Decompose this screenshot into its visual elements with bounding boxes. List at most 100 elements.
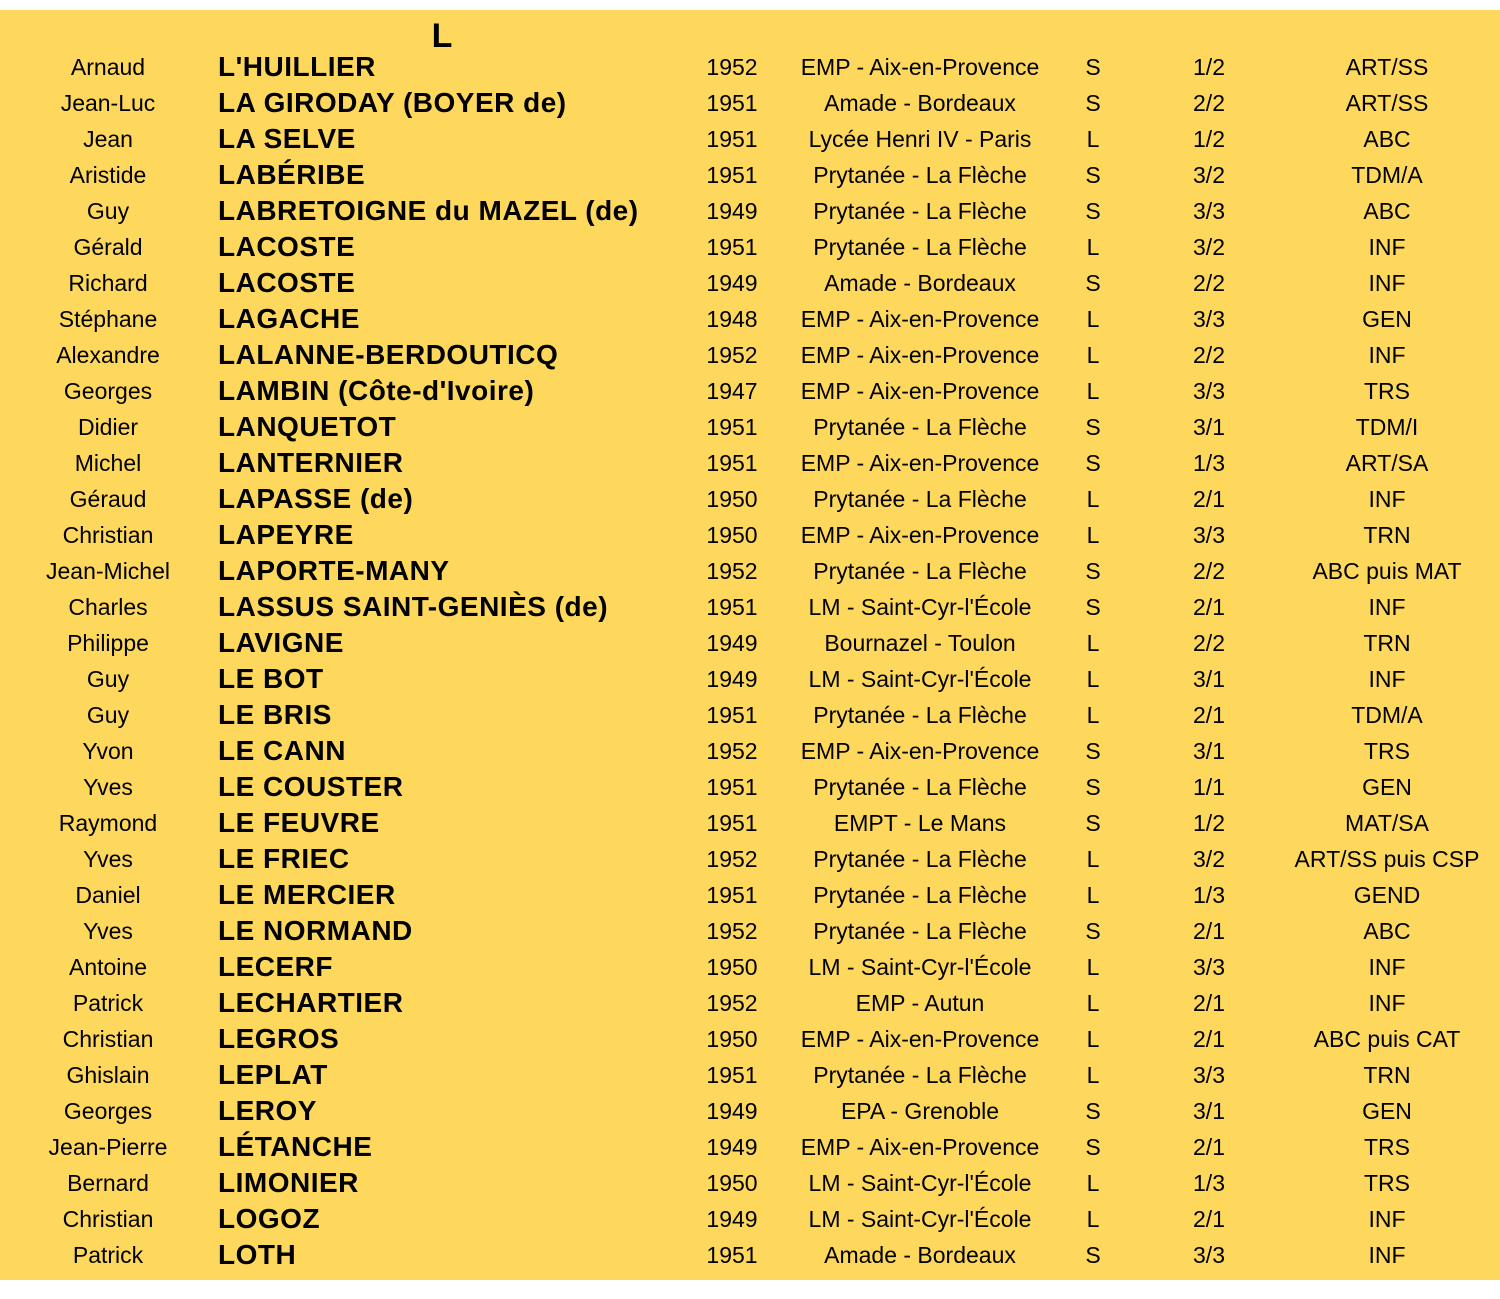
last-name: LEROY <box>218 1095 317 1126</box>
section: S <box>1085 90 1101 116</box>
school: EMP - Aix-en-Provence <box>800 1134 1040 1160</box>
first-name: Guy <box>86 198 130 224</box>
school: EMP - Aix-en-Provence <box>800 54 1040 80</box>
first-name: Yves <box>83 774 133 800</box>
group: 1/2 <box>1193 810 1225 836</box>
first-name: Alexandre <box>56 342 160 368</box>
first-name: Guy <box>86 666 130 692</box>
group: 1/2 <box>1193 54 1225 80</box>
school: EMP - Aix-en-Provence <box>800 342 1040 368</box>
branch: INF <box>1368 342 1406 368</box>
group: 3/1 <box>1193 1098 1225 1124</box>
last-name: LÉTANCHE <box>218 1131 373 1162</box>
first-name: Didier <box>77 414 139 440</box>
school: Prytanée - La Flèche <box>813 882 1027 908</box>
group: 3/1 <box>1193 666 1225 692</box>
first-name: Antoine <box>68 954 148 980</box>
group: 3/3 <box>1193 1242 1225 1268</box>
branch: ART/SS <box>1345 54 1429 80</box>
group: 1/2 <box>1193 126 1225 152</box>
first-name: Jean <box>83 126 133 152</box>
branch: ART/SA <box>1345 450 1429 476</box>
school: Amade - Bordeaux <box>824 1242 1016 1268</box>
year: 1949 <box>706 1098 758 1124</box>
year: 1951 <box>706 774 758 800</box>
section: L <box>1086 1206 1100 1232</box>
group: 2/2 <box>1193 630 1225 656</box>
last-name: LANQUETOT <box>218 411 397 442</box>
section: L <box>1086 342 1100 368</box>
first-name: Michel <box>74 450 142 476</box>
branch: ABC <box>1363 918 1411 944</box>
school: Prytanée - La Flèche <box>813 198 1027 224</box>
group: 1/3 <box>1193 882 1225 908</box>
year: 1950 <box>706 1026 758 1052</box>
group: 2/2 <box>1193 270 1225 296</box>
last-name: LECERF <box>218 951 333 982</box>
group: 2/1 <box>1193 702 1225 728</box>
section: S <box>1085 198 1101 224</box>
section: L <box>1086 378 1100 404</box>
school: EMP - Aix-en-Provence <box>800 738 1040 764</box>
section: S <box>1085 1134 1101 1160</box>
last-name: LAVIGNE <box>218 627 344 658</box>
year: 1951 <box>706 882 758 908</box>
first-name: Yvon <box>82 738 134 764</box>
first-name: Philippe <box>67 630 149 656</box>
section: L <box>1086 1170 1100 1196</box>
first-name: Jean-Pierre <box>48 1134 168 1160</box>
year: 1952 <box>706 990 758 1016</box>
branch: INF <box>1368 270 1406 296</box>
year: 1949 <box>706 198 758 224</box>
first-name: Christian <box>62 1026 154 1052</box>
last-name: LE BRIS <box>218 699 332 730</box>
year: 1951 <box>706 162 758 188</box>
year: 1951 <box>706 702 758 728</box>
branch: TRS <box>1364 1170 1410 1196</box>
branch: TDM/A <box>1351 162 1423 188</box>
school: Prytanée - La Flèche <box>813 702 1027 728</box>
year: 1951 <box>706 594 758 620</box>
last-name: LACOSTE <box>218 267 356 298</box>
school: LM - Saint-Cyr-l'École <box>808 1170 1032 1196</box>
branch: INF <box>1368 1206 1406 1232</box>
school: Prytanée - La Flèche <box>813 486 1027 512</box>
school: Prytanée - La Flèche <box>813 558 1027 584</box>
branch: ABC <box>1363 198 1411 224</box>
branch: GEN <box>1362 306 1412 332</box>
group: 3/3 <box>1193 522 1225 548</box>
section: L <box>1086 846 1100 872</box>
section: L <box>1086 1062 1100 1088</box>
section: S <box>1085 918 1101 944</box>
branch: GEN <box>1362 774 1412 800</box>
first-name: Charles <box>68 594 148 620</box>
year: 1951 <box>706 234 758 260</box>
group: 2/1 <box>1193 1206 1225 1232</box>
first-name: Christian <box>62 1206 154 1232</box>
group: 2/1 <box>1193 990 1225 1016</box>
first-name: Christian <box>62 522 154 548</box>
last-name: LE FRIEC <box>218 843 350 874</box>
school: EMP - Aix-en-Provence <box>800 450 1040 476</box>
section: L <box>1086 630 1100 656</box>
group: 2/2 <box>1193 558 1225 584</box>
branch: TRN <box>1363 1062 1411 1088</box>
first-name: Patrick <box>72 1242 144 1268</box>
last-name: LABÉRIBE <box>218 159 366 190</box>
group: 3/3 <box>1193 954 1225 980</box>
branch: TRS <box>1364 378 1410 404</box>
school: LM - Saint-Cyr-l'École <box>808 594 1032 620</box>
school: Bournazel - Toulon <box>824 630 1016 656</box>
year: 1951 <box>706 90 758 116</box>
year: 1951 <box>706 126 758 152</box>
year: 1950 <box>706 1170 758 1196</box>
year: 1950 <box>706 954 758 980</box>
first-name: Gérald <box>73 234 143 260</box>
year: 1948 <box>706 306 758 332</box>
year: 1950 <box>706 522 758 548</box>
section: S <box>1085 774 1101 800</box>
last-name: LIMONIER <box>218 1167 359 1198</box>
group: 1/3 <box>1193 1170 1225 1196</box>
year: 1949 <box>706 270 758 296</box>
